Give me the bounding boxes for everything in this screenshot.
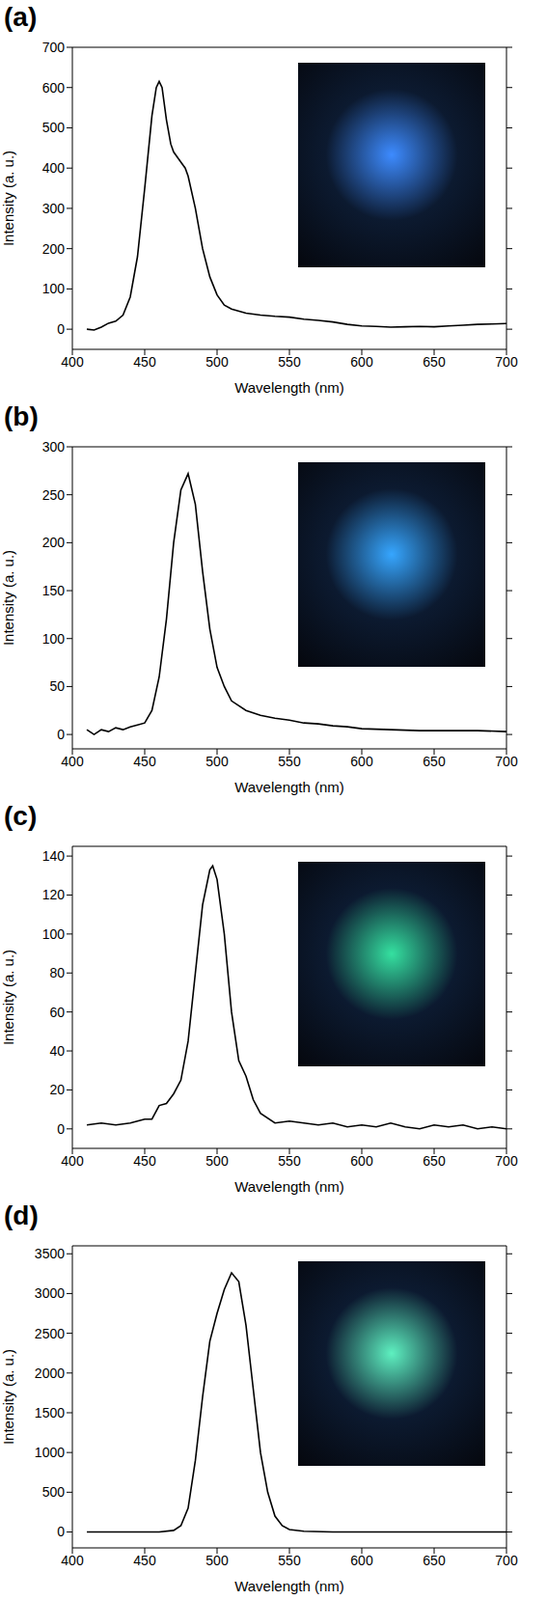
svg-text:150: 150: [42, 582, 66, 599]
html-text:(b): (b): [3, 401, 39, 432]
svg-text:300: 300: [42, 200, 66, 217]
svg-text:550: 550: [277, 1552, 301, 1568]
svg-text:600: 600: [350, 1552, 374, 1568]
svg-text:2000: 2000: [34, 1365, 65, 1381]
svg-text:550: 550: [277, 354, 301, 370]
html-text:(d): (d): [3, 1200, 39, 1231]
svg-text:250: 250: [42, 487, 66, 503]
svg-text:120: 120: [42, 886, 66, 903]
svg-text:1000: 1000: [34, 1444, 65, 1460]
svg-text:450: 450: [133, 354, 157, 370]
svg-text:650: 650: [422, 354, 446, 370]
svg-text:600: 600: [350, 1152, 374, 1169]
svg-text:500: 500: [42, 119, 66, 136]
svg-text:Wavelength (nm): Wavelength (nm): [234, 379, 345, 396]
svg-text:0: 0: [56, 1523, 65, 1539]
svg-text:3500: 3500: [34, 1245, 65, 1261]
svg-text:650: 650: [422, 753, 446, 769]
svg-text:300: 300: [42, 438, 66, 455]
html-text:(c): (c): [3, 800, 37, 831]
svg-text:Intensity (a. u.): Intensity (a. u.): [0, 549, 17, 646]
svg-text:100: 100: [42, 926, 66, 942]
svg-text:700: 700: [494, 1152, 519, 1169]
svg-text:700: 700: [494, 354, 519, 370]
svg-text:20: 20: [49, 1081, 65, 1097]
svg-text:100: 100: [42, 630, 66, 647]
svg-text:600: 600: [350, 354, 374, 370]
svg-text:450: 450: [133, 1152, 157, 1169]
svg-text:0: 0: [56, 726, 65, 742]
svg-text:Wavelength (nm): Wavelength (nm): [234, 1577, 345, 1594]
svg-text:400: 400: [60, 1552, 84, 1568]
svg-text:1500: 1500: [34, 1404, 65, 1421]
svg-text:Wavelength (nm): Wavelength (nm): [234, 778, 345, 795]
svg-text:0: 0: [56, 1121, 65, 1137]
svg-text:600: 600: [350, 753, 374, 769]
svg-text:400: 400: [60, 753, 84, 769]
svg-text:500: 500: [205, 753, 229, 769]
svg-text:400: 400: [60, 354, 84, 370]
svg-text:500: 500: [42, 1483, 66, 1500]
svg-text:3000: 3000: [34, 1285, 65, 1301]
svg-text:80: 80: [49, 964, 65, 981]
svg-text:Intensity (a. u.): Intensity (a. u.): [0, 1348, 17, 1445]
svg-text:50: 50: [49, 678, 65, 694]
svg-text:Intensity (a. u.): Intensity (a. u.): [0, 150, 17, 247]
svg-text:500: 500: [205, 354, 229, 370]
svg-text:700: 700: [494, 1552, 519, 1568]
svg-text:Wavelength (nm): Wavelength (nm): [234, 1177, 345, 1195]
svg-text:600: 600: [42, 80, 66, 96]
svg-text:140: 140: [42, 847, 66, 864]
svg-text:700: 700: [42, 39, 66, 55]
svg-text:450: 450: [133, 1552, 157, 1568]
svg-text:Intensity (a. u.): Intensity (a. u.): [0, 949, 17, 1045]
svg-text:400: 400: [60, 1152, 84, 1169]
svg-text:700: 700: [494, 753, 519, 769]
svg-text:0: 0: [56, 321, 65, 337]
svg-text:550: 550: [277, 753, 301, 769]
svg-text:60: 60: [49, 1004, 65, 1020]
svg-text:100: 100: [42, 280, 66, 297]
svg-text:200: 200: [42, 534, 66, 550]
svg-text:650: 650: [422, 1552, 446, 1568]
svg-text:200: 200: [42, 241, 66, 257]
svg-text:40: 40: [49, 1042, 65, 1059]
svg-text:450: 450: [133, 753, 157, 769]
svg-text:400: 400: [42, 160, 66, 176]
svg-text:2500: 2500: [34, 1325, 65, 1341]
svg-text:500: 500: [205, 1152, 229, 1169]
svg-text:550: 550: [277, 1152, 301, 1169]
svg-text:650: 650: [422, 1152, 446, 1169]
svg-text:500: 500: [205, 1552, 229, 1568]
html-text:(a): (a): [3, 1, 37, 32]
